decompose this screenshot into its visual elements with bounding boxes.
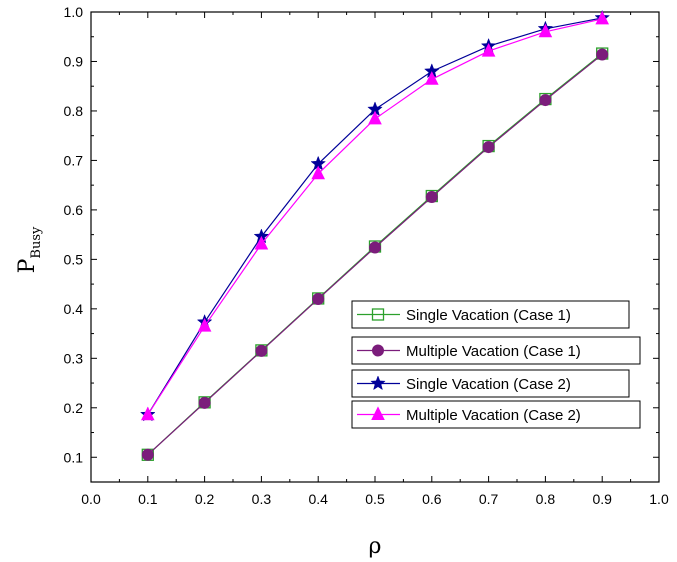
y-tick-label: 0.4 <box>64 301 84 317</box>
legend-label: Multiple Vacation (Case 1) <box>406 343 581 360</box>
data-point <box>538 23 553 38</box>
data-point <box>482 141 495 154</box>
data-point <box>141 448 154 461</box>
x-tick-label: 0.0 <box>81 491 101 507</box>
data-point <box>197 318 212 332</box>
data-point <box>539 94 552 107</box>
x-tick-label: 0.2 <box>195 491 215 507</box>
data-point <box>424 71 439 85</box>
series-4 <box>140 10 610 421</box>
data-point <box>368 110 382 125</box>
legend-label: Single Vacation (Case 1) <box>406 307 571 324</box>
series-layer <box>140 9 610 461</box>
data-point <box>369 241 381 254</box>
legend-marker <box>370 375 386 391</box>
y-tick-label: 0.6 <box>64 202 84 218</box>
y-tick-label: 0.1 <box>64 449 84 465</box>
y-axis-title-subscript: Busy <box>29 226 44 259</box>
data-point <box>596 48 609 61</box>
legend: Single Vacation (Case 1) Multiple Vacatio… <box>351 300 641 429</box>
y-tick-label: 0.5 <box>64 251 84 267</box>
legend-entry: Multiple Vacation (Case 2) <box>351 400 641 429</box>
x-tick-label: 0.9 <box>592 491 612 507</box>
y-axis-title: PBusy <box>15 226 44 273</box>
y-axis: 0.1 0.2 0.3 0.4 0.5 0.6 0.7 0.8 0.9 1.0 <box>64 4 659 483</box>
x-tick-label: 0.3 <box>252 491 272 507</box>
y-tick-label: 0.8 <box>64 103 84 119</box>
legend-marker <box>371 308 385 321</box>
legend-entry: Single Vacation (Case 1) <box>351 300 630 329</box>
y-tick-label: 1.0 <box>64 4 84 20</box>
x-tick-label: 0.6 <box>422 491 442 507</box>
y-tick-label: 0.3 <box>64 350 84 366</box>
data-point <box>140 406 155 421</box>
y-tick-label: 0.2 <box>64 400 84 416</box>
data-point <box>311 165 326 180</box>
y-tick-label: 0.7 <box>64 152 84 168</box>
x-tick-label: 0.7 <box>479 491 499 507</box>
x-tick-label: 0.1 <box>138 491 158 507</box>
legend-entry: Multiple Vacation (Case 1) <box>351 336 641 365</box>
legend-entry: Single Vacation (Case 2) <box>351 369 630 398</box>
x-axis: 0.0 0.1 0.2 0.3 0.4 0.5 0.6 0.7 0.8 0.9 1.0 <box>81 12 669 507</box>
series-2 <box>141 48 609 461</box>
x-axis-title: ρ <box>369 534 382 559</box>
legend-marker <box>372 344 384 357</box>
data-point <box>198 396 211 409</box>
data-point <box>312 292 325 305</box>
x-tick-label: 0.8 <box>536 491 556 507</box>
x-tick-label: 0.4 <box>308 491 328 507</box>
data-point <box>255 344 268 357</box>
y-axis-title-main: P <box>15 258 40 273</box>
x-tick-label: 1.0 <box>649 491 669 507</box>
legend-label: Single Vacation (Case 2) <box>406 376 571 393</box>
y-tick-label: 0.9 <box>64 53 84 69</box>
data-point <box>595 10 610 25</box>
x-tick-label: 0.5 <box>365 491 385 507</box>
legend-marker <box>371 406 385 420</box>
data-point <box>254 235 269 250</box>
data-point <box>425 191 438 204</box>
legend-label: Multiple Vacation (Case 2) <box>406 407 581 424</box>
data-point <box>481 42 496 57</box>
